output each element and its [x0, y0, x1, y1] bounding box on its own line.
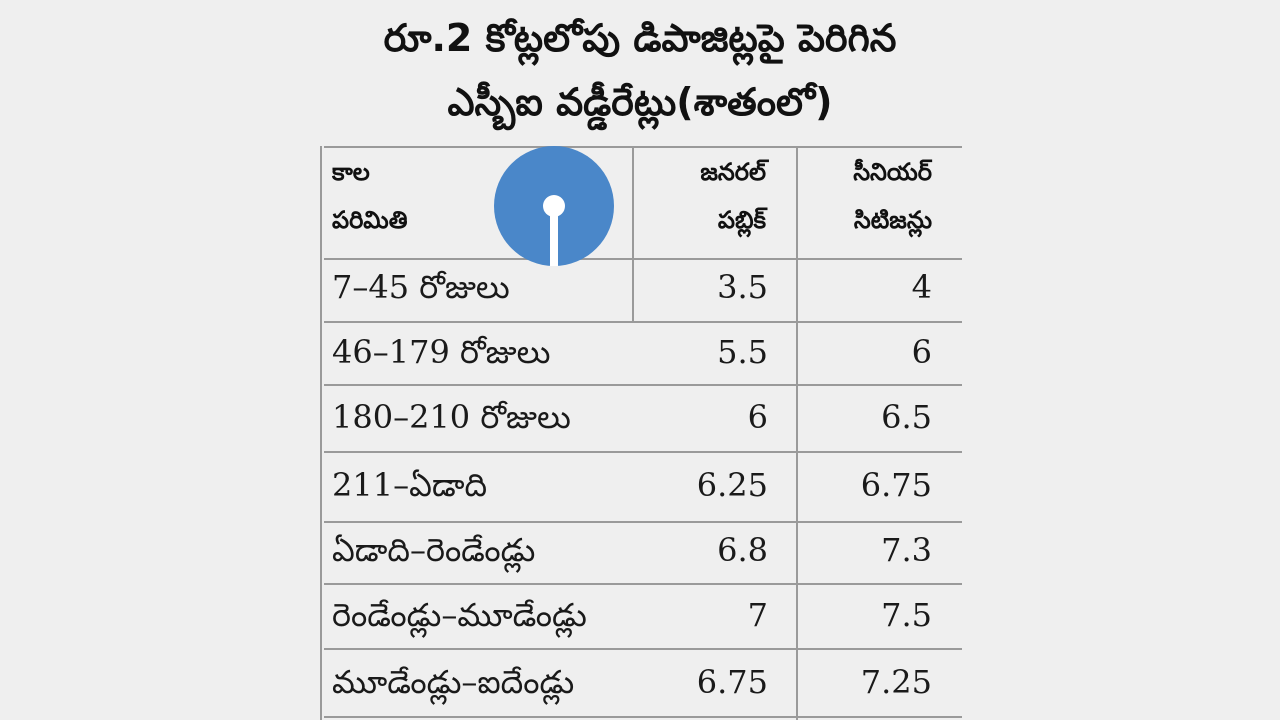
row-5-general: 6.8 — [717, 531, 768, 569]
page-title: రూ.2 కోట్లలోపు డిపాజిట్లపై పెరిగిన ఎస్బీ… — [0, 6, 1280, 134]
row-3-senior: 6.5 — [881, 398, 932, 436]
row-7-period: మూడేండ్లు–ఐదేండ్లు — [332, 663, 575, 701]
row-2-period: 46–179 రోజులు — [332, 333, 551, 371]
title-line-1: రూ.2 కోట్లలోపు డిపాజిట్లపై పెరిగిన — [383, 16, 897, 60]
sbi-logo-icon — [494, 146, 614, 266]
row-1-senior: 4 — [911, 268, 932, 306]
row-5-senior: 7.3 — [881, 531, 932, 569]
row-1-general: 3.5 — [717, 268, 768, 306]
title-line-2: ఎస్బీఐ వడ్డీరేట్లు(శాతంలో) — [447, 80, 833, 124]
row-4-general: 6.25 — [696, 466, 768, 504]
row-6-general: 7 — [747, 596, 768, 634]
sbi-logo-keyhole — [543, 195, 565, 217]
interest-rate-table: కాల పరిమితి జనరల్ పబ్లిక్ సీనియర్ సిటిజన… — [320, 146, 962, 720]
sbi-logo-slot — [550, 212, 558, 266]
table-rule — [324, 321, 962, 323]
header-period: కాల పరిమితి — [332, 158, 408, 234]
table-border-left — [320, 146, 322, 720]
table-rule — [324, 521, 962, 523]
table-rule — [324, 716, 962, 718]
row-6-period: రెండేండ్లు–మూడేండ్లు — [332, 596, 587, 634]
row-7-senior: 7.25 — [860, 663, 932, 701]
column-divider-2 — [796, 146, 798, 720]
table-rule — [324, 384, 962, 386]
row-2-general: 5.5 — [717, 333, 768, 371]
row-5-period: ఏడాది–రెండేండ్లు — [332, 531, 536, 569]
header-senior-citizens: సీనియర్ సిటిజన్లు — [853, 158, 932, 234]
row-6-senior: 7.5 — [881, 596, 932, 634]
table-rule — [324, 146, 962, 148]
column-divider-1 — [632, 146, 634, 322]
table-rule — [324, 451, 962, 453]
row-7-general: 6.75 — [696, 663, 768, 701]
table-rule — [324, 258, 962, 260]
row-2-senior: 6 — [911, 333, 932, 371]
header-general-public: జనరల్ పబ్లిక్ — [700, 158, 766, 234]
table-rule — [324, 648, 962, 650]
row-1-period: 7–45 రోజులు — [332, 268, 510, 306]
row-3-period: 180–210 రోజులు — [332, 398, 571, 436]
row-4-period: 211–ఏడాది — [332, 466, 488, 504]
row-3-general: 6 — [747, 398, 768, 436]
row-4-senior: 6.75 — [860, 466, 932, 504]
table-rule — [324, 583, 962, 585]
